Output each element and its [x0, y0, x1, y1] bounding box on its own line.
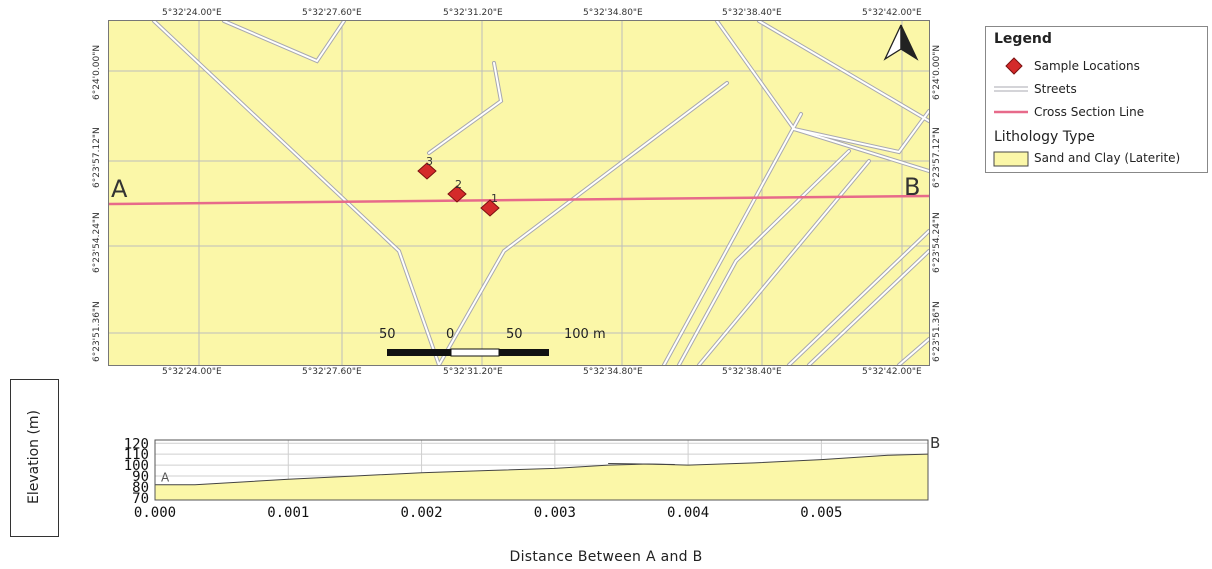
profile-x-ticks: 0.000 0.001 0.002 0.003 0.004 0.005	[134, 505, 843, 521]
diamond-icon	[1005, 57, 1023, 75]
top-lon-label-2: 5°32'27.60"E	[302, 8, 362, 18]
top-lon-label-5: 5°32'38.40"E	[722, 8, 782, 18]
scale-label-100m: 100 m	[564, 327, 606, 342]
lithology-swatch	[993, 151, 1029, 167]
legend-lithology-title: Lithology Type	[994, 129, 1095, 145]
profile-frame	[154, 439, 929, 501]
sample-marker-2	[447, 185, 467, 203]
legend-item-laterite: Sand and Clay (Laterite)	[1034, 151, 1181, 165]
scale-label-50-left: 50	[379, 327, 396, 342]
profile-xtick-1: 0.001	[267, 505, 309, 521]
profile-ytick-0: 120	[124, 436, 149, 452]
profile-end-label: B	[930, 434, 940, 452]
profile-xtick-3: 0.003	[534, 505, 576, 521]
legend-title: Legend	[994, 31, 1052, 47]
point-b-label: B	[904, 173, 921, 201]
scale-bar	[387, 348, 549, 357]
bottom-lon-label-1: 5°32'24.00"E	[162, 367, 222, 377]
top-lon-label-1: 5°32'24.00"E	[162, 8, 222, 18]
sample-label-1: 1	[491, 192, 498, 205]
map-canvas	[109, 21, 929, 365]
map-graticule	[109, 21, 929, 365]
profile-area	[155, 454, 928, 500]
legend-symbols	[993, 57, 1029, 167]
profile-ylabel-box	[10, 379, 59, 537]
profile-xtick-2: 0.002	[400, 505, 442, 521]
bottom-lon-label-5: 5°32'38.40"E	[722, 367, 782, 377]
profile-xlabel: Distance Between A and B	[509, 549, 703, 565]
legend: Legend Sample Locations Streets Cross Se…	[985, 26, 1208, 173]
cross-section-line	[109, 194, 929, 206]
north-arrow-icon	[883, 24, 919, 61]
top-lon-label-4: 5°32'34.80"E	[583, 8, 643, 18]
streets	[152, 21, 929, 365]
bottom-lon-label-2: 5°32'27.60"E	[302, 367, 362, 377]
map-frame: 3 2 1 A B 50 0 50 100 m	[108, 20, 930, 366]
profile-ytick-3: 90	[132, 469, 149, 485]
legend-item-streets: Streets	[1034, 82, 1077, 96]
bottom-lon-label-6: 5°32'42.00"E	[862, 367, 922, 377]
sample-marker-3	[417, 162, 437, 180]
profile-xtick-4: 0.004	[667, 505, 709, 521]
scale-label-50-right: 50	[506, 327, 523, 342]
profile-ytick-4: 80	[132, 480, 149, 496]
point-a-label: A	[111, 175, 128, 203]
profile-xtick-5: 0.005	[800, 505, 842, 521]
top-lon-label-6: 5°32'42.00"E	[862, 8, 922, 18]
profile-step-line	[608, 462, 675, 466]
legend-item-sample-locations: Sample Locations	[1034, 59, 1140, 73]
profile-ytick-1: 110	[124, 447, 149, 463]
profile-line	[155, 453, 929, 486]
bottom-lon-label-4: 5°32'34.80"E	[583, 367, 643, 377]
profile-start-label: A	[161, 471, 170, 485]
legend-item-cross-section: Cross Section Line	[1034, 105, 1145, 119]
profile-xtick-0: 0.000	[134, 505, 176, 521]
bottom-lon-label-3: 5°32'31.20"E	[443, 367, 503, 377]
profile-ytick-2: 100	[124, 458, 149, 474]
profile-ytick-5: 70	[132, 491, 149, 507]
top-lon-label-3: 5°32'31.20"E	[443, 8, 503, 18]
scale-label-0: 0	[446, 327, 455, 342]
sample-label-3: 3	[426, 155, 433, 168]
sample-label-2: 2	[455, 178, 462, 191]
sample-marker-1	[480, 199, 500, 217]
